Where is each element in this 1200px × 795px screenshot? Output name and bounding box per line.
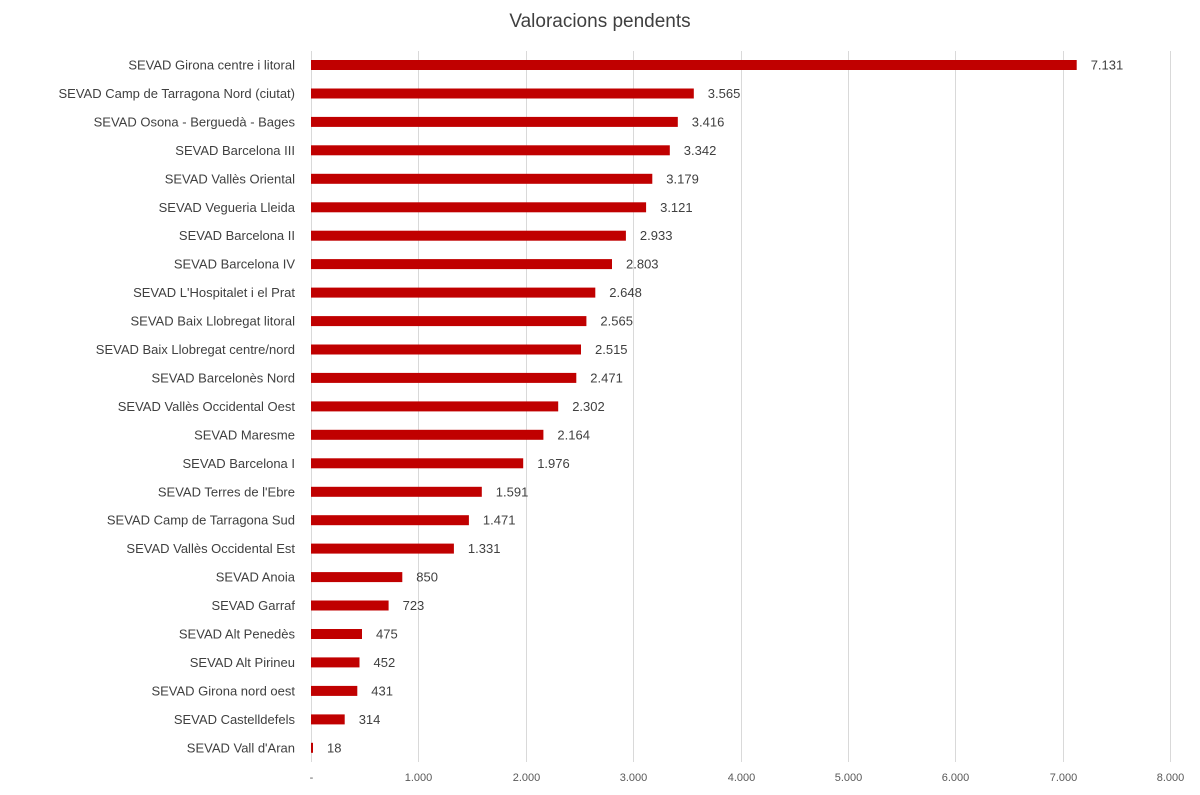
bars [311, 60, 1077, 753]
x-tick-label-1: 1.000 [405, 772, 433, 784]
bar-23 [311, 714, 345, 725]
category-label-24: SEVAD Vall d'Aran [187, 740, 295, 755]
bar-11 [311, 372, 577, 383]
category-label-6: SEVAD Barcelona II [179, 228, 295, 243]
category-label-13: SEVAD Maresme [194, 427, 295, 442]
category-label-12: SEVAD Vallès Occidental Oest [118, 399, 296, 414]
value-label-23: 314 [359, 712, 381, 727]
category-label-2: SEVAD Osona - Berguedà - Bages [94, 114, 296, 129]
chart-title: Valoracions pendents [509, 11, 690, 32]
bar-18 [311, 572, 403, 583]
value-label-17: 1.331 [468, 541, 501, 556]
x-axis-ticks: - 1.000 2.000 3.000 4.000 5.000 6.000 7.000 8.00… [310, 772, 1185, 784]
bar-21 [311, 657, 360, 668]
category-label-23: SEVAD Castelldefels [174, 712, 296, 727]
category-label-0: SEVAD Girona centre i litoral [128, 58, 295, 73]
bar-16 [311, 515, 469, 526]
bar-5 [311, 202, 647, 213]
bar-20 [311, 629, 362, 639]
x-tick-label-2: 2.000 [513, 772, 541, 784]
category-label-21: SEVAD Alt Pirineu [190, 655, 295, 670]
value-label-4: 3.179 [666, 171, 699, 186]
value-label-3: 3.342 [684, 143, 717, 158]
value-label-21: 452 [374, 655, 396, 670]
category-label-18: SEVAD Anoia [216, 570, 296, 585]
category-label-3: SEVAD Barcelona III [175, 143, 295, 158]
value-label-24: 18 [327, 740, 341, 755]
value-label-1: 3.565 [708, 86, 741, 101]
bar-7 [311, 259, 612, 270]
bar-15 [311, 486, 482, 497]
x-tick-label-0: - [310, 772, 314, 784]
bar-3 [311, 145, 670, 156]
bar-0 [311, 60, 1077, 70]
value-label-10: 2.515 [595, 342, 628, 357]
value-label-7: 2.803 [626, 257, 659, 272]
bar-22 [311, 685, 358, 696]
bar-17 [311, 543, 454, 554]
category-labels: SEVAD Girona centre i litoral SEVAD Camp … [58, 58, 295, 756]
category-label-8: SEVAD L'Hospitalet i el Prat [133, 285, 295, 300]
category-label-1: SEVAD Camp de Tarragona Nord (ciutat) [58, 86, 295, 101]
value-label-19: 723 [403, 598, 425, 613]
bar-12 [311, 401, 559, 412]
bar-13 [311, 429, 544, 440]
category-label-7: SEVAD Barcelona IV [174, 257, 295, 272]
value-label-12: 2.302 [572, 399, 605, 414]
bar-9 [311, 316, 587, 327]
category-label-16: SEVAD Camp de Tarragona Sud [107, 513, 295, 528]
value-label-5: 3.121 [660, 200, 693, 215]
bar-2 [311, 116, 678, 127]
category-label-4: SEVAD Vallès Oriental [165, 171, 295, 186]
category-label-9: SEVAD Baix Llobregat litoral [130, 314, 295, 329]
bar-6 [311, 230, 626, 241]
value-label-22: 431 [371, 683, 393, 698]
value-label-13: 2.164 [557, 427, 590, 442]
category-label-10: SEVAD Baix Llobregat centre/nord [96, 342, 295, 357]
value-label-9: 2.565 [600, 314, 633, 329]
value-label-14: 1.976 [537, 456, 570, 471]
value-labels: 7.131 3.565 3.416 3.342 3.179 3.121 2.933 2.803… [327, 58, 1123, 756]
x-tick-label-5: 5.000 [835, 772, 863, 784]
value-label-15: 1.591 [496, 484, 529, 499]
bar-1 [311, 88, 694, 99]
x-tick-label-8: 8.000 [1157, 772, 1185, 784]
value-label-6: 2.933 [640, 228, 673, 243]
category-label-11: SEVAD Barcelonès Nord [151, 370, 295, 385]
gridlines [311, 51, 1171, 762]
category-label-20: SEVAD Alt Penedès [179, 627, 296, 642]
bar-14 [311, 458, 524, 469]
bar-19 [311, 600, 389, 611]
value-label-2: 3.416 [692, 114, 725, 129]
value-label-18: 850 [416, 570, 438, 585]
bar-24 [311, 742, 313, 753]
x-tick-label-4: 4.000 [728, 772, 756, 784]
bar-10 [311, 344, 581, 355]
value-label-16: 1.471 [483, 513, 516, 528]
category-label-19: SEVAD Garraf [211, 598, 295, 613]
value-label-20: 475 [376, 627, 398, 642]
category-label-14: SEVAD Barcelona I [183, 456, 295, 471]
category-label-5: SEVAD Vegueria Lleida [159, 200, 296, 215]
bar-4 [311, 173, 653, 184]
value-label-0: 7.131 [1091, 58, 1124, 73]
category-label-17: SEVAD Vallès Occidental Est [126, 541, 295, 556]
x-tick-label-7: 7.000 [1050, 772, 1078, 784]
x-tick-label-3: 3.000 [620, 772, 648, 784]
category-label-15: SEVAD Terres de l'Ebre [158, 484, 295, 499]
category-label-22: SEVAD Girona nord oest [151, 683, 295, 698]
bar-8 [311, 287, 596, 298]
x-tick-label-6: 6.000 [942, 772, 970, 784]
value-label-8: 2.648 [609, 285, 642, 300]
value-label-11: 2.471 [590, 370, 623, 385]
